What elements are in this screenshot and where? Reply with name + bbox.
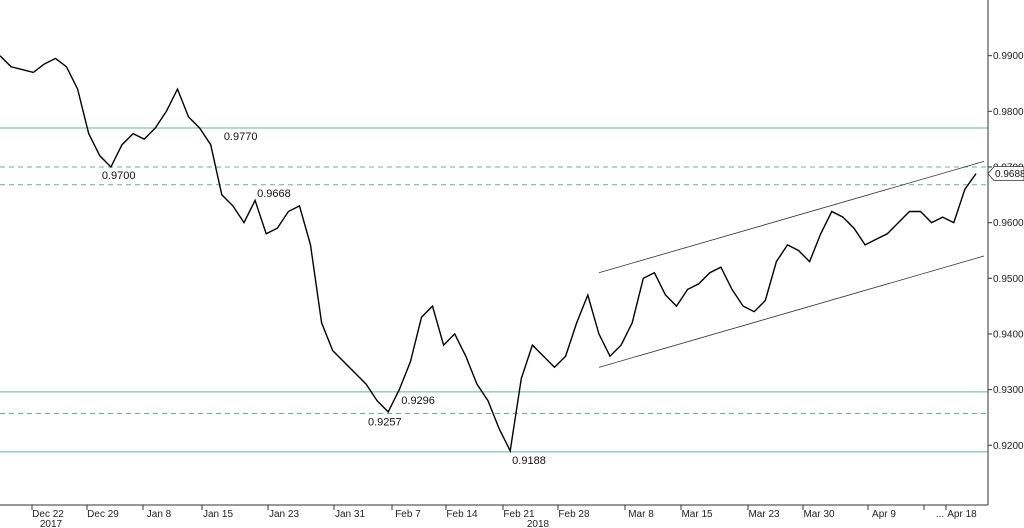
x-tick-label: Feb 21: [503, 509, 535, 520]
price-series: [0, 55, 977, 454]
y-tick-label: 0.9200: [993, 441, 1024, 452]
x-tick-label: Mar 15: [681, 509, 713, 520]
price-line: [0, 55, 977, 454]
x-tick-label: Mar 30: [803, 509, 835, 520]
level-annotations: 0.9770 0.9700 0.9668 0.9296 0.9257 0.9188: [102, 131, 546, 467]
year-label: 2017: [40, 519, 63, 528]
level-label: 0.9188: [512, 455, 546, 467]
last-value-tag: [987, 166, 1024, 182]
y-tick-label: 0.9300: [993, 385, 1024, 396]
x-tick-label: Feb 14: [446, 509, 478, 520]
x-tick-label: Feb 7: [395, 509, 421, 520]
last-value-label: 0.9688: [995, 169, 1024, 180]
x-tick-label: ...: [936, 509, 944, 520]
trend-channel: [598, 161, 985, 368]
level-label: 0.9296: [401, 395, 435, 407]
level-label: 0.9668: [257, 188, 291, 200]
y-tick-label: 0.9500: [993, 274, 1024, 285]
x-tick-label: Dec 22: [32, 509, 64, 520]
year-label: 2018: [527, 519, 550, 528]
x-tick-label: Feb 28: [558, 509, 590, 520]
x-tick-label: Jan 31: [335, 509, 365, 520]
x-tick-label: Mar 23: [748, 509, 780, 520]
y-tick-label: 0.9900: [993, 51, 1024, 62]
x-tick-label: Apr 18: [947, 509, 977, 520]
level-label: 0.9770: [224, 131, 258, 143]
level-label: 0.9257: [368, 417, 402, 429]
x-tick-label: Mar 8: [628, 509, 654, 520]
x-tick-label: Jan 8: [147, 509, 172, 520]
level-label: 0.9700: [102, 170, 136, 182]
x-tick-label: Dec 29: [87, 509, 119, 520]
x-tick-label: Jan 15: [203, 509, 233, 520]
y-tick-label: 0.9800: [993, 107, 1024, 118]
y-tick-label: 0.9600: [993, 218, 1024, 229]
x-tick-label: Jan 23: [269, 509, 299, 520]
x-tick-label: Apr 9: [872, 509, 896, 520]
channel-line-upper: [598, 161, 985, 274]
channel-line-lower: [598, 255, 985, 368]
horizontal-levels: [0, 127, 988, 453]
y-tick-label: 0.9400: [993, 329, 1024, 340]
